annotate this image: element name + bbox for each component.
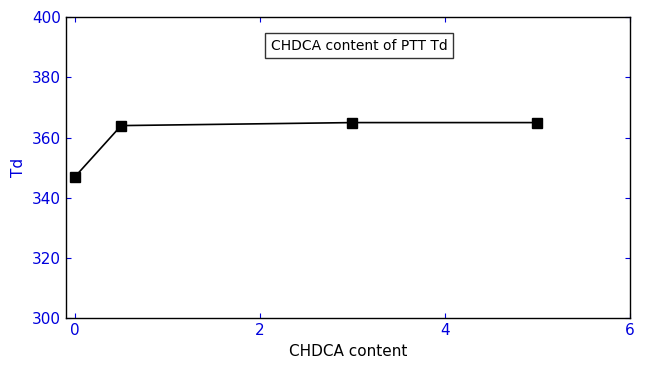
Legend: CHDCA content of PTT Td: CHDCA content of PTT Td [266, 33, 453, 58]
X-axis label: CHDCA content: CHDCA content [289, 344, 407, 359]
Y-axis label: Td: Td [11, 158, 26, 177]
